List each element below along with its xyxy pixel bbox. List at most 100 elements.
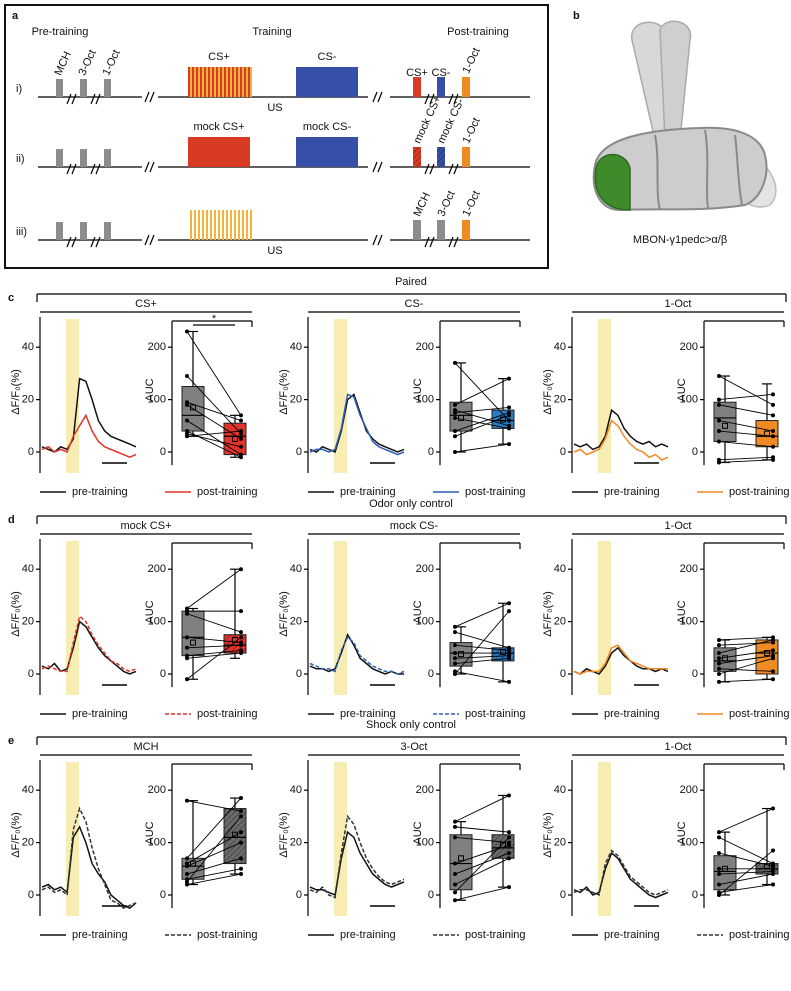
legend-label: pre-training xyxy=(72,708,128,720)
data-point xyxy=(771,402,775,407)
data-point xyxy=(717,872,721,877)
data-point xyxy=(507,793,511,798)
pair-line xyxy=(454,407,510,414)
y-tick-label: 200 xyxy=(680,563,698,575)
y-axis-label: AUC xyxy=(144,378,156,401)
odor-pulse xyxy=(56,222,63,240)
data-point xyxy=(717,661,721,666)
data-point xyxy=(239,866,243,871)
legend-label: pre-training xyxy=(340,708,396,720)
legend-label: pre-training xyxy=(604,929,660,941)
data-point xyxy=(453,872,457,877)
y-tick-label: 40 xyxy=(22,563,34,575)
data-point xyxy=(453,410,457,415)
pair-line xyxy=(718,639,774,654)
data-point xyxy=(453,824,457,829)
y-tick-label: 0 xyxy=(28,446,34,458)
panel-title: mock CS+ xyxy=(120,520,171,532)
data-point xyxy=(771,429,775,434)
row-label: i) xyxy=(16,83,22,95)
pair-line xyxy=(454,795,510,823)
panel-title: 3-Oct xyxy=(401,741,428,753)
data-point xyxy=(717,835,721,840)
odor-pulse xyxy=(437,220,445,240)
odor-label: 1-Oct xyxy=(460,116,482,145)
pair-line xyxy=(454,443,510,453)
y-axis-label: AUC xyxy=(412,600,424,623)
section-title: Paired xyxy=(395,276,427,288)
pair-line xyxy=(718,459,774,463)
panel-label: c xyxy=(8,292,14,304)
axis-break xyxy=(144,161,150,173)
pair-line xyxy=(454,844,510,864)
data-point xyxy=(239,609,243,614)
pair-line xyxy=(718,375,774,406)
shock-pulse xyxy=(230,210,232,240)
trace-line xyxy=(41,413,137,459)
panel-label: b xyxy=(573,10,580,22)
axis-break xyxy=(71,236,77,248)
pair-line xyxy=(186,800,242,812)
axis-break xyxy=(377,161,383,173)
axis-break xyxy=(429,236,435,248)
y-tick-label: 40 xyxy=(554,341,566,353)
odor-pulse xyxy=(462,220,470,240)
mean-marker xyxy=(764,430,770,437)
mean-marker xyxy=(722,422,728,429)
trace-line xyxy=(309,814,405,899)
y-tick-label: 0 xyxy=(560,668,566,680)
us-label: US xyxy=(267,102,282,114)
odor-label: MCH xyxy=(52,50,73,78)
row-label: ii) xyxy=(16,153,25,165)
legend-label: post-training xyxy=(465,708,526,720)
legend-label: pre-training xyxy=(340,486,396,498)
axis-break xyxy=(377,91,383,103)
axis-break xyxy=(372,234,378,246)
shock-pulse xyxy=(242,210,244,240)
data-point xyxy=(453,672,457,676)
y-tick-label: 40 xyxy=(290,784,302,796)
data-point xyxy=(507,413,511,418)
data-point xyxy=(453,630,457,635)
y-axis-label: ΔF/F₀(%) xyxy=(10,591,22,637)
y-tick-label: 0 xyxy=(692,668,698,680)
mean-marker xyxy=(458,414,464,421)
pair-line xyxy=(454,657,510,664)
data-point xyxy=(239,630,243,635)
data-point xyxy=(185,611,189,616)
axis-break xyxy=(90,93,96,105)
data-point xyxy=(507,405,511,410)
y-tick-label: 0 xyxy=(160,889,166,901)
odor-label: 1-Oct xyxy=(100,48,122,77)
data-point xyxy=(453,360,457,365)
data-point xyxy=(717,882,721,887)
legend-label: post-training xyxy=(197,486,258,498)
axis-break xyxy=(453,163,459,175)
y-tick-label: 0 xyxy=(28,889,34,901)
pair-line xyxy=(454,412,510,432)
y-tick-label: 0 xyxy=(296,446,302,458)
shock-pulse xyxy=(210,67,212,97)
odor-label: CS- xyxy=(432,67,451,79)
data-point xyxy=(453,402,457,407)
data-point xyxy=(771,637,775,642)
trace-line xyxy=(41,620,137,675)
axis-break xyxy=(453,236,459,248)
stimulus-window xyxy=(334,319,347,473)
pair-line xyxy=(454,631,510,649)
pair-line xyxy=(186,649,242,657)
odor-label: MCH xyxy=(411,191,432,219)
y-tick-label: 200 xyxy=(148,563,166,575)
odor-pulse-hatch xyxy=(413,147,421,167)
y-tick-label: 0 xyxy=(560,889,566,901)
data-point xyxy=(185,418,189,423)
data-point xyxy=(239,872,243,877)
data-point xyxy=(239,830,243,835)
data-point xyxy=(507,609,511,614)
column-header: Training xyxy=(252,26,291,38)
brain-illustration xyxy=(592,20,777,212)
data-point xyxy=(717,418,721,423)
odor-pulse xyxy=(104,79,111,97)
box xyxy=(755,420,779,448)
